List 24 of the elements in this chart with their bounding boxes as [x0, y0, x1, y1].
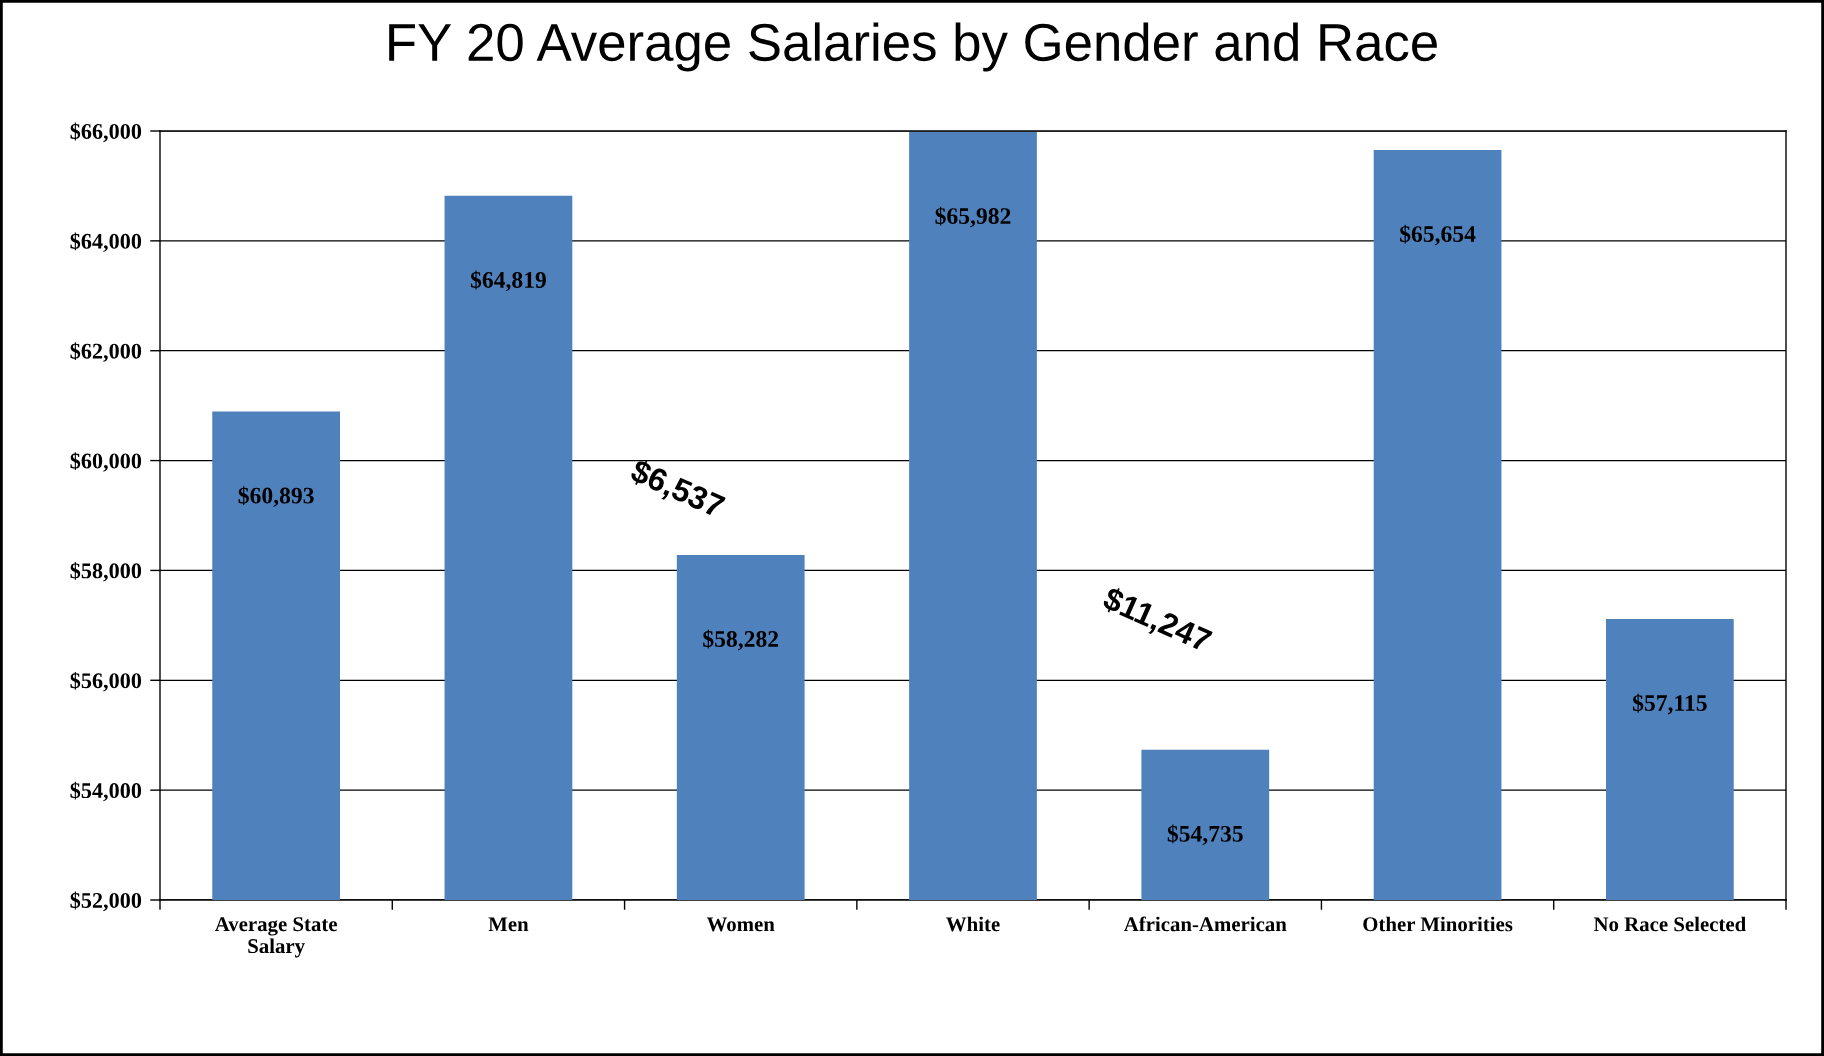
chart-title: FY 20 Average Salaries by Gender and Race: [389, 22, 1437, 72]
annotation: $6,537: [627, 457, 727, 523]
data-label: $65,982: [935, 206, 1011, 228]
data-label: $65,654: [1400, 224, 1476, 246]
y-tick-label: $60,000: [70, 452, 142, 472]
y-tick-label: $64,000: [70, 232, 142, 253]
x-tick-label: No Race Selected: [1593, 916, 1746, 932]
data-label: $57,115: [1632, 693, 1707, 715]
data-label: $58,282: [703, 629, 779, 651]
x-tick-label: African-American: [1123, 916, 1287, 932]
y-tick-label: $58,000: [70, 562, 142, 582]
x-tick-label: Other Minorities: [1363, 916, 1513, 932]
x-tick-label: Men: [488, 917, 529, 932]
x-tick-label: Women: [706, 917, 775, 932]
data-label: $64,819: [470, 270, 546, 292]
data-label: $54,735: [1167, 824, 1243, 846]
y-tick-label: $62,000: [70, 342, 142, 362]
data-label: $60,893: [238, 486, 314, 507]
x-tick-label: Average State Salary: [214, 917, 338, 958]
y-tick-label: $56,000: [70, 671, 142, 692]
x-tick-label: White: [946, 916, 1000, 932]
y-tick-label: $52,000: [70, 891, 142, 912]
y-tick-label: $66,000: [70, 122, 142, 143]
y-tick-label: $54,000: [70, 781, 142, 802]
